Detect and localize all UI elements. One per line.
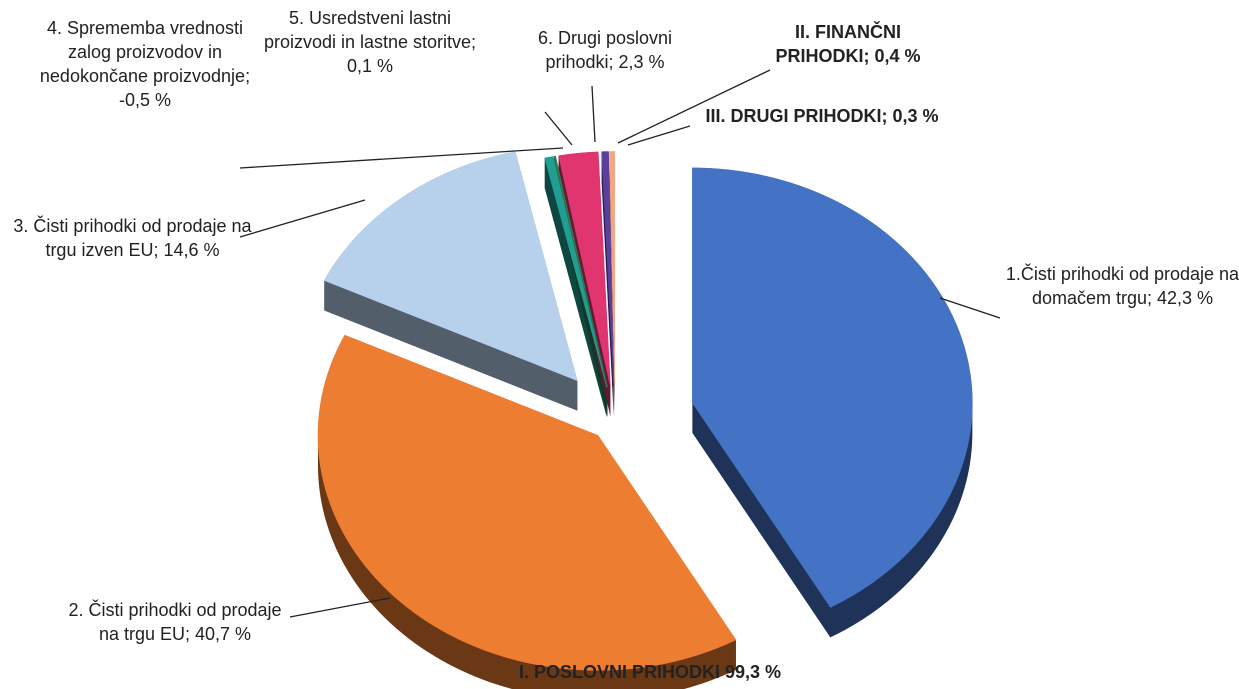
label-name: 6. Drugi poslovni prihodki (537, 28, 673, 72)
data-label: II. FINANČNI PRIHODKI; 0,4 % (748, 20, 948, 68)
label-value: 0,1 % (346, 56, 394, 76)
label-value: 42,3 % (1157, 288, 1214, 308)
slice-side (544, 156, 607, 418)
slice (544, 156, 607, 388)
label-separator: ; (245, 66, 256, 86)
label-name: II. FINANČNI PRIHODKI (775, 22, 901, 66)
data-label: 3. Čisti prihodki od prodaje na trgu izv… (10, 214, 255, 262)
label-name: 3. Čisti prihodki od prodaje na trgu izv… (13, 216, 252, 260)
label-separator: ; (608, 52, 619, 72)
label-separator: ; (863, 46, 875, 66)
data-label: 5. Usredstveni lastni proizvodi in lastn… (255, 6, 485, 78)
label-name: III. DRUGI PRIHODKI (705, 106, 882, 126)
leader-line (627, 125, 691, 146)
data-label: 2. Čisti prihodki od prodaje na trgu EU;… (60, 598, 290, 646)
data-label: 1.Čisti prihodki od prodaje na domačem t… (1000, 262, 1239, 310)
leader-line (239, 199, 366, 238)
label-value: -0,5 % (118, 90, 172, 110)
label-separator: ; (1147, 288, 1158, 308)
slice (601, 151, 615, 387)
slice (553, 155, 608, 388)
leader-line (239, 147, 564, 169)
leader-line (289, 597, 391, 618)
label-name: 5. Usredstveni lastni proizvodi in lastn… (263, 8, 472, 52)
data-label: III. DRUGI PRIHODKI; 0,3 % (672, 104, 972, 128)
slice-side (601, 151, 614, 417)
leader-line (939, 297, 1001, 319)
label-name: 2. Čisti prihodki od prodaje na trgu EU (68, 600, 282, 644)
label-separator: ; (471, 32, 482, 52)
slice (609, 151, 615, 387)
annotation: I. POSLOVNI PRIHODKI 99,3 % (518, 662, 782, 682)
label-value: 2,3 % (618, 52, 665, 72)
data-label: 6. Drugi poslovni prihodki; 2,3 % (520, 26, 690, 74)
leader-line (617, 69, 771, 144)
leader-line (544, 111, 573, 146)
label-value: 0,3 % (892, 106, 939, 126)
label-value: 40,7 % (195, 624, 252, 644)
label-separator: ; (881, 106, 893, 126)
label-value: 14,6 % (163, 240, 220, 260)
data-label: 4. Sprememba vrednosti zalog proizvodov … (35, 16, 255, 112)
slice (323, 151, 578, 382)
slice (558, 151, 611, 387)
label-value: 0,4 % (874, 46, 921, 66)
leader-line (591, 85, 596, 143)
label-separator: ; (184, 624, 195, 644)
slice (692, 167, 973, 608)
label-separator: ; (153, 240, 164, 260)
slice (317, 334, 737, 671)
label-name: 4. Sprememba vrednosti zalog proizvodov … (39, 18, 246, 86)
label-name: 1.Čisti prihodki od prodaje na domačem t… (1005, 264, 1239, 308)
